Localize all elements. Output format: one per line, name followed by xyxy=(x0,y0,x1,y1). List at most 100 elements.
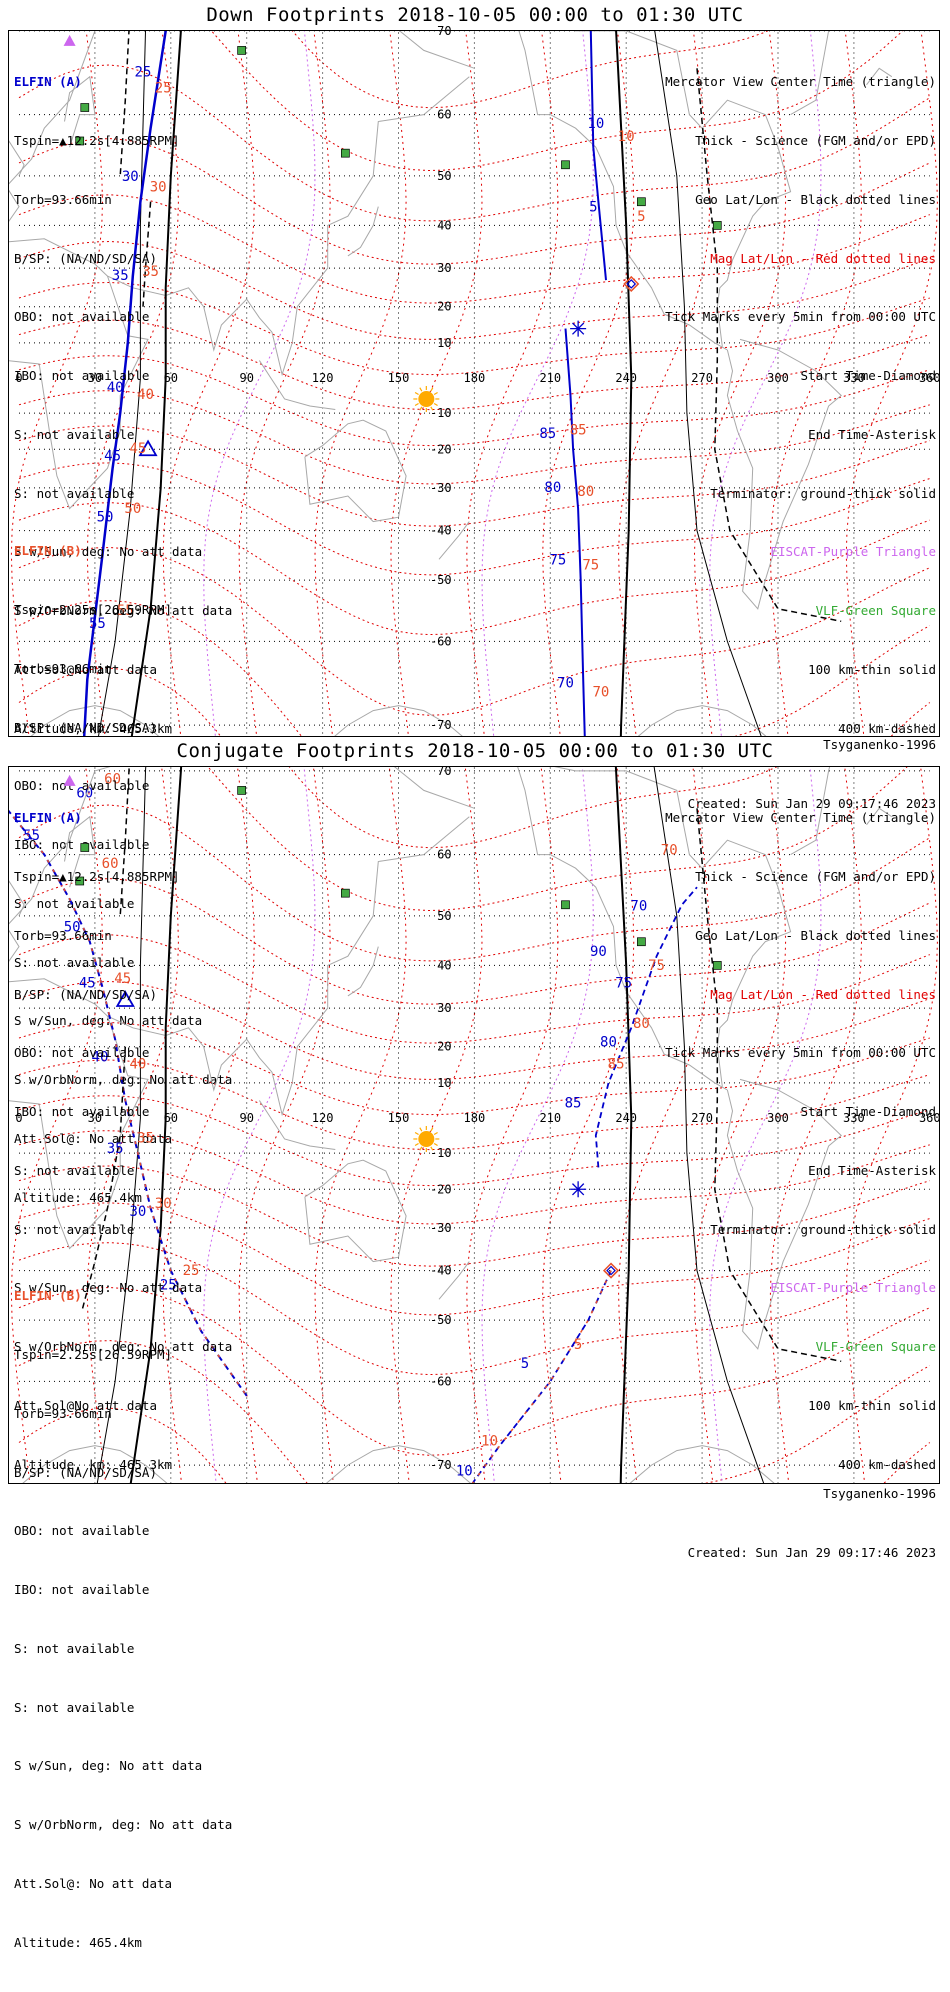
info-line: Tspin=▲12.2s[4.885RPM] xyxy=(14,132,180,148)
track-a-time-label: 55 xyxy=(23,828,40,844)
coastline xyxy=(790,31,830,116)
terminator-400km-line xyxy=(696,808,842,1363)
info-line: Att.Sol@No att data xyxy=(14,1398,157,1413)
sun-ray xyxy=(430,1146,434,1151)
track-a-time-label: 10 xyxy=(456,1464,473,1480)
created-timestamp: Created: Sun Jan 29 09:17:46 2023 xyxy=(687,795,936,811)
track-a-time-label: 35 xyxy=(112,268,129,284)
track-a-time-label: 40 xyxy=(107,380,124,396)
info-line: S w/Sun, deg: No att data xyxy=(14,1758,203,1774)
info-line: Altitude: 465.4km xyxy=(14,1934,142,1950)
lat-tick-label: 10 xyxy=(437,1076,451,1090)
vlf-square-icon xyxy=(75,136,85,146)
lat-tick-label: -70 xyxy=(430,1458,452,1472)
info-line: S: not available xyxy=(14,1699,135,1715)
track-a xyxy=(564,328,586,736)
lon-tick-label: 330 xyxy=(843,371,865,385)
elfin-a-info: ELFIN (A) Tspin=▲12.2s[4.885RPM] Torb=93… xyxy=(14,33,232,778)
track-a-time-label: 30 xyxy=(129,1204,146,1220)
track-a-dashed xyxy=(142,201,152,307)
lon-tick-label: 210 xyxy=(539,371,561,385)
mag-lat-line xyxy=(18,462,930,576)
legend-item: End Time-Asterisk xyxy=(808,426,936,442)
track-b-time-label: 85 xyxy=(608,1057,625,1073)
track-b-time-label: 40 xyxy=(129,1057,146,1073)
lat-tick-label: 20 xyxy=(437,300,451,314)
coastline xyxy=(9,978,149,1250)
info-line: IBO: not available xyxy=(14,1104,150,1120)
terminator-line xyxy=(129,767,183,1483)
end-asterisk-icon xyxy=(572,322,585,335)
map-frame xyxy=(8,766,940,1484)
lat-tick-label: 70 xyxy=(437,24,451,38)
track-b xyxy=(471,1270,612,1483)
coastline xyxy=(107,816,470,1117)
lat-tick-label: -40 xyxy=(430,1264,452,1278)
lat-tick-label: 60 xyxy=(437,108,451,122)
track-a-time-label: 80 xyxy=(600,1035,617,1051)
sun-ray xyxy=(414,1131,419,1136)
lon-tick-label: 240 xyxy=(615,1111,637,1125)
lon-tick-label: 360 xyxy=(919,1111,941,1125)
terminator-100km-line xyxy=(96,767,147,1483)
lat-tick-label: 60 xyxy=(437,848,451,862)
mag-lat-line xyxy=(210,31,904,172)
lat-tick-label: -30 xyxy=(430,1221,452,1235)
lon-tick-label: 180 xyxy=(464,371,486,385)
legend-item: Tick Marks every 5min from 00:00 UTC xyxy=(665,309,936,325)
track-a-dashed xyxy=(81,1046,127,1310)
vlf-square-icon xyxy=(341,888,350,898)
track-b-time-label: 80 xyxy=(577,484,594,500)
coastline xyxy=(554,767,792,1087)
vlf-square-icon xyxy=(237,46,246,55)
coastline xyxy=(726,338,842,610)
lon-tick-label: 270 xyxy=(691,371,713,385)
legend-item: Start Time-Diamond xyxy=(800,368,936,384)
track-b-time-label: 85 xyxy=(570,423,587,439)
coastline xyxy=(9,767,475,962)
legend-item: 100 km-thin solid xyxy=(808,1398,936,1413)
coastline xyxy=(9,140,25,177)
lat-tick-label: 40 xyxy=(437,218,451,232)
info-line: S w/Sun, deg: No att data xyxy=(14,1280,203,1296)
track-a-time-label: 90 xyxy=(590,944,607,960)
mag-lat-line xyxy=(18,194,930,304)
start-diamond-inner-icon xyxy=(606,1265,616,1276)
info-line: S w/Sun, deg: No att data xyxy=(14,544,203,560)
track-b-time-label: 25 xyxy=(183,1263,200,1279)
coastline xyxy=(304,1159,407,1263)
track-a-time-label: 5 xyxy=(521,1356,529,1372)
elfin-a-heading: ELFIN (A) xyxy=(14,810,82,826)
coastline xyxy=(438,521,470,560)
sun-icon xyxy=(418,1130,435,1147)
track-b-time-label: 10 xyxy=(481,1434,498,1450)
info-line: OBO: not available xyxy=(14,309,150,325)
info-line: S: not available xyxy=(14,426,135,442)
lat-tick-label: -50 xyxy=(430,1313,452,1327)
sun-ray xyxy=(430,387,434,392)
start-diamond-icon xyxy=(623,275,640,293)
sun-ray xyxy=(419,406,423,411)
coastline xyxy=(726,1078,842,1350)
sun-ray xyxy=(433,402,438,407)
lon-tick-label: 300 xyxy=(767,1111,789,1125)
track-a-time-label: 75 xyxy=(615,975,632,991)
legend-item: VLF-Green Square xyxy=(815,1339,936,1355)
lat-tick-label: -60 xyxy=(430,1374,452,1388)
mag-lat-line xyxy=(18,600,931,736)
lat-tick-label: 50 xyxy=(437,169,451,183)
info-line: S w/Sun, deg: No att data xyxy=(14,1013,203,1029)
vlf-square-icon xyxy=(561,900,570,910)
lon-tick-label: 30 xyxy=(88,1111,102,1125)
track-a-time-label: 70 xyxy=(630,898,647,914)
info-line: Att.Sol@No att data xyxy=(14,662,157,677)
legend-item: Start Time-Diamond xyxy=(800,1104,936,1120)
track-a-time-label: 25 xyxy=(135,65,152,81)
mag-lon-line xyxy=(466,767,559,1483)
sun-ray xyxy=(419,1146,423,1151)
track-a-time-label: 30 xyxy=(122,169,139,185)
terminator-line xyxy=(614,767,633,1483)
legend-item: Terminator: ground-thick solid xyxy=(710,485,936,501)
start-diamond-inner-icon xyxy=(626,279,637,289)
info-line: Altitude, km: 465.3km xyxy=(14,1456,173,1472)
